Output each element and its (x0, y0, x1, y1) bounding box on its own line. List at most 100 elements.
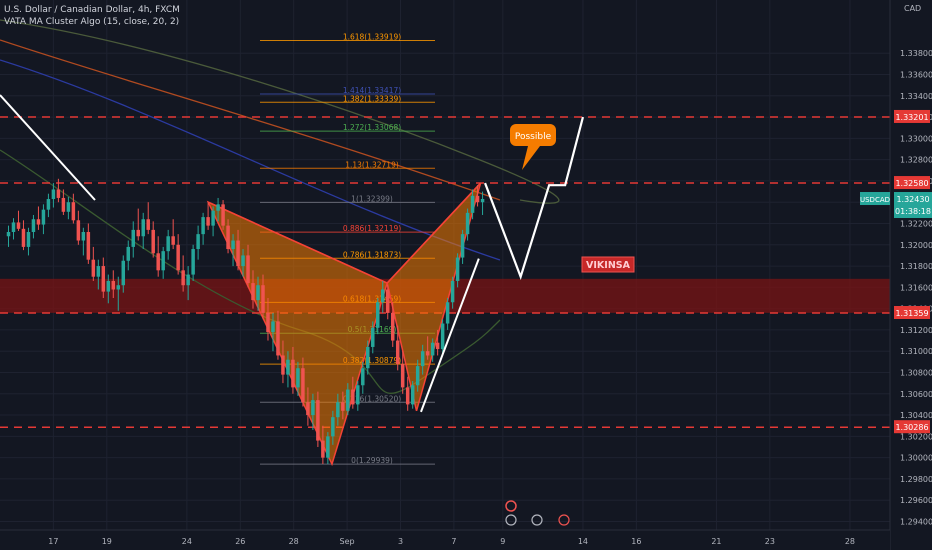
possible-callout: Possible (510, 124, 556, 170)
price-tick-label: 1.32200 (900, 219, 932, 228)
price-tick-label: 1.30600 (900, 390, 932, 399)
price-tick-label: 1.30200 (900, 432, 932, 441)
candle-body (266, 312, 270, 333)
candle-body (156, 253, 160, 271)
candle-body (311, 400, 315, 416)
candle-body (96, 266, 101, 277)
candle-body (91, 259, 96, 277)
candle-body (306, 402, 310, 416)
candle-body (271, 321, 275, 333)
candle-body (390, 312, 395, 341)
price-axis (890, 0, 932, 550)
candle-body (21, 228, 26, 247)
time-tick-label: 3 (398, 537, 403, 546)
current-price-box (894, 192, 932, 219)
fib-label: 1.618(1.33919) (343, 33, 401, 42)
symbol-title[interactable]: U.S. Dollar / Canadian Dollar, 4h, FXCM (4, 5, 180, 15)
candle-body (470, 195, 475, 213)
candle-body (211, 210, 215, 226)
candle-body (106, 280, 111, 292)
candle-body (201, 217, 205, 235)
candle-body (181, 270, 185, 286)
candle-body (46, 199, 51, 210)
fib-label: 1(1.32399) (351, 194, 393, 203)
candle-body (236, 240, 240, 267)
pattern-bd-line (386, 182, 482, 284)
fib-label: 0.236(1.30520) (343, 394, 401, 403)
ma-line-green (0, 19, 560, 204)
candle-body (400, 363, 405, 388)
level-price-label: 1.30286 (895, 423, 928, 432)
price-tick-label: 1.33600 (900, 70, 932, 79)
candle-body (51, 189, 56, 200)
zone-label-box (581, 256, 635, 273)
candle-body (26, 232, 31, 247)
candle-body (286, 359, 290, 375)
level-price-box (894, 305, 930, 319)
level-price-label: 1.31359 (895, 309, 928, 318)
level-price-box (894, 109, 930, 123)
candle-body (425, 351, 430, 356)
price-tick-label: 1.30000 (900, 454, 932, 463)
candle-body (111, 280, 116, 290)
candle-body (405, 387, 410, 405)
price-tick-label: 1.32800 (900, 156, 932, 165)
indicator-title[interactable]: VATA MA Cluster Algo (15, close, 20, 2) (4, 17, 180, 27)
time-tick-label: 28 (289, 537, 299, 546)
candle-body (16, 222, 21, 229)
fib-label: 0.886(1.32119) (343, 224, 401, 233)
candle-body (246, 255, 250, 284)
candle-body (435, 342, 440, 350)
candle-body (301, 368, 305, 403)
fib-label: 1.13(1.32719) (345, 160, 399, 169)
candle-body (410, 385, 415, 405)
candle-body (146, 219, 150, 230)
ma-line-orange (0, 39, 501, 201)
candle-body (331, 417, 335, 437)
candle-body (351, 389, 355, 405)
level-price-label: 1.32580 (895, 179, 928, 188)
candle-body (76, 220, 81, 241)
candle-body (256, 285, 260, 301)
candle-body (445, 302, 450, 324)
candle-body (166, 236, 170, 252)
candle-body (341, 402, 345, 411)
event-icons (505, 500, 570, 526)
ma-line-blue (0, 59, 501, 261)
candle-body (480, 199, 485, 203)
candle-body (326, 436, 330, 458)
candle-body (81, 232, 86, 241)
candle-body (251, 283, 255, 301)
time-axis (0, 530, 890, 550)
fib-levels: 1.618(1.33919) 1.414(1.33417)1.382(1.3333… (260, 33, 435, 465)
fib-label: 0(1.29939) (351, 456, 393, 465)
event-icon (505, 500, 517, 512)
time-tick-label: 24 (182, 537, 192, 546)
candle-body (376, 302, 380, 328)
fib-label: 0.786(1.31873) (343, 250, 401, 259)
candle-body (86, 232, 91, 260)
pattern-xb-line (207, 201, 388, 284)
price-tick-label: 1.29600 (900, 496, 932, 505)
time-tick-label: 14 (578, 537, 588, 546)
candle-body (151, 229, 155, 254)
candle-body (116, 285, 121, 290)
price-tick-label: 1.31000 (900, 347, 932, 356)
candle-body (321, 440, 325, 458)
candle-body (206, 217, 210, 226)
candle-body (455, 257, 460, 281)
candle-body (371, 327, 375, 347)
level-price-label: 1.33201 (895, 113, 928, 122)
candle-body (226, 225, 230, 250)
candle-body (161, 251, 165, 271)
time-tick-label: 16 (631, 537, 641, 546)
time-tick-label: 7 (451, 537, 456, 546)
event-icon (505, 514, 517, 526)
time-tick-label: 23 (765, 537, 775, 546)
candle-body (385, 289, 390, 313)
level-price-box (894, 420, 930, 434)
candle-body (121, 260, 126, 286)
